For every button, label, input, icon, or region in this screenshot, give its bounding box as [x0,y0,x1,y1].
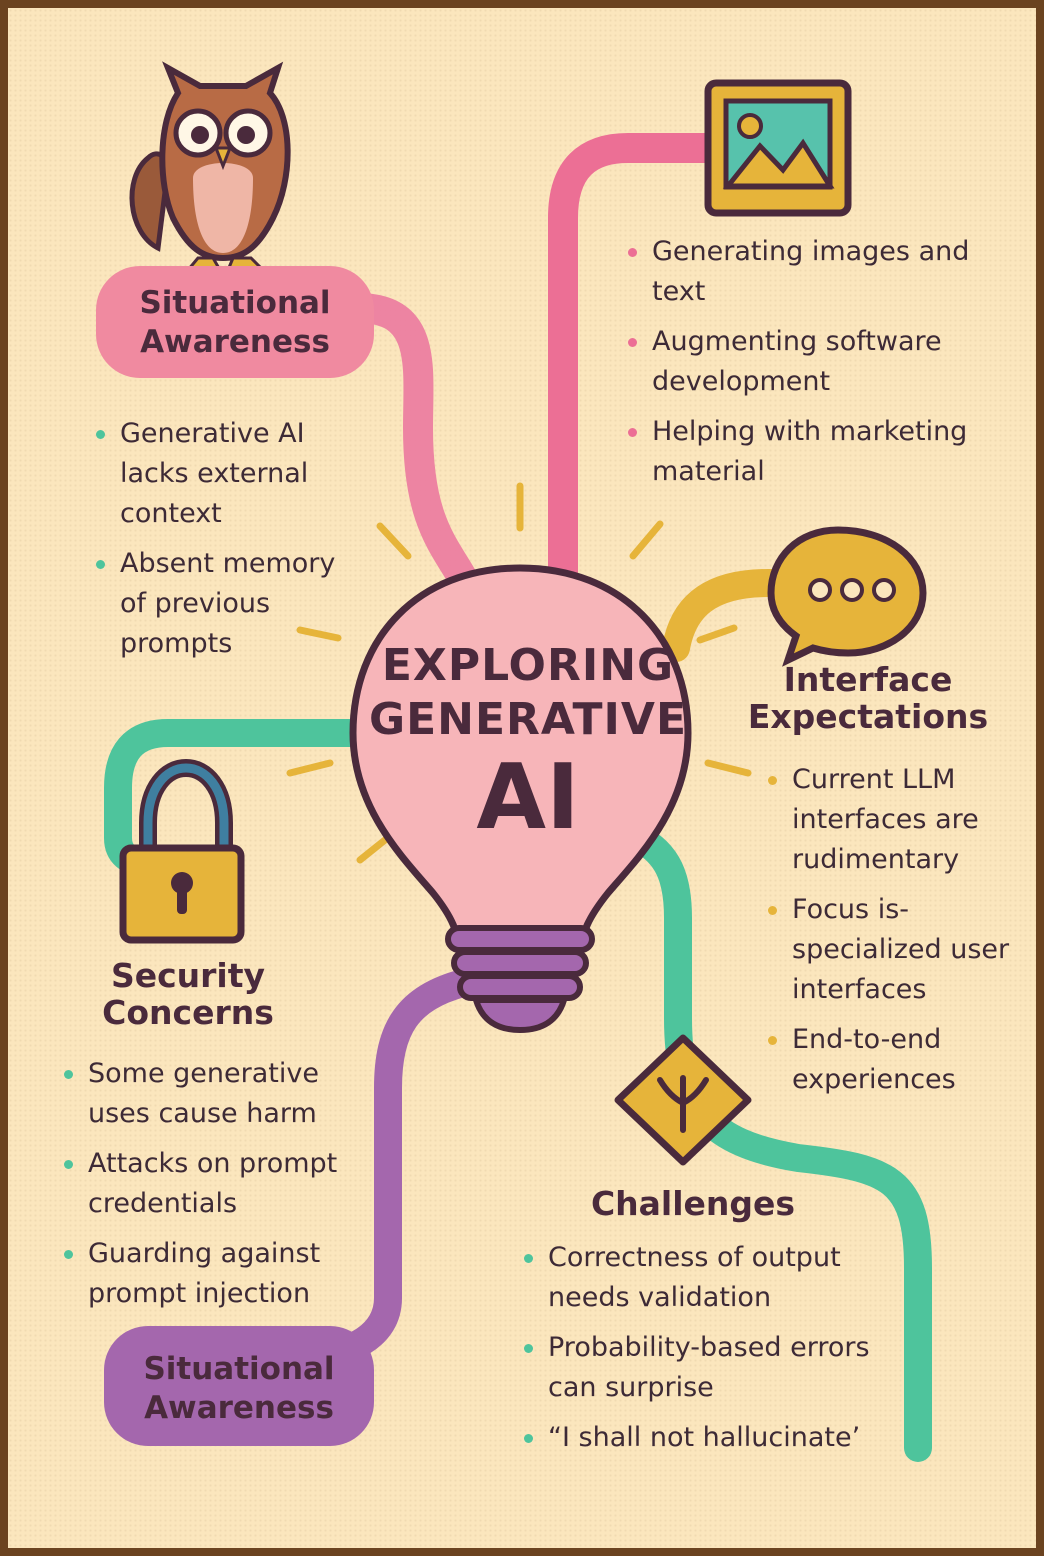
list-item: Absent memory of previous prompts [96,544,366,664]
image-icon [704,79,852,217]
pill-bottom-line-2: Awareness [144,1389,334,1426]
interface-heading-line-1: Interface [783,660,953,699]
title-line-1: EXPLORING [381,640,675,691]
padlock-icon [119,758,245,944]
list-item: Generating images and text [628,232,1008,312]
pill-top-line-1: Situational [139,285,331,321]
uses-list: Generating images and text Augmenting so… [628,232,1008,502]
list-item: Augmenting software development [628,322,1008,402]
connector-art [96,61,932,1462]
pill-bottom-line-1: Situational [143,1351,335,1387]
interface-expectations-list: Current LLM interfaces are rudimentary F… [768,760,1028,1110]
list-item: “I shall not hallucinate’ [524,1418,914,1458]
list-item: Attacks on prompt credentials [64,1144,384,1224]
list-item: Correctness of output needs validation [524,1238,914,1318]
situational-pill-bottom-label: Situational Awareness [104,1350,374,1428]
security-heading-line-2: Concerns [102,992,274,1032]
situational-pill-top [96,266,374,378]
pink-connector-right [548,133,743,593]
list-item: Focus is-specialized user interfaces [768,890,1028,1010]
list-item: Guarding against prompt injection [64,1234,384,1314]
title-line-3: AI [476,745,580,850]
owl-icon [129,61,291,272]
situational-pill-top-label: Situational Awareness [96,284,374,362]
pink-connector-left [343,293,483,603]
bulb-rays [286,482,752,864]
warning-sign-icon [614,1034,752,1166]
situational-pill-bottom [104,1326,374,1446]
speech-bubble-icon [767,526,927,667]
interface-expectations-heading: Interface Expectations [728,660,1008,736]
lightbulb-icon [349,564,692,1034]
security-concerns-list: Some generative uses cause harm Attacks … [64,1054,384,1324]
list-item: Generative AI lacks external context [96,414,366,534]
infographic-canvas: EXPLORING GENERATIVE AI Situational Awar… [8,8,1036,1548]
challenges-list: Correctness of output needs validation P… [524,1238,914,1468]
list-item: End-to-end experiences [768,1020,1028,1100]
interface-heading-line-2: Expectations [747,696,989,736]
list-item: Some generative uses cause harm [64,1054,384,1134]
title-line-2: GENERATIVE [368,694,688,745]
challenges-heading: Challenges [590,1184,796,1223]
security-concerns-heading: Security Concerns [68,956,308,1032]
security-heading-line-1: Security [110,956,266,995]
situational-awareness-list: Generative AI lacks external context Abs… [96,414,366,674]
pill-top-line-2: Awareness [140,323,330,360]
list-item: Probability-based errors can surprise [524,1328,914,1408]
gold-connector [662,569,812,662]
list-item: Current LLM interfaces are rudimentary [768,760,1028,880]
list-item: Helping with marketing material [628,412,1008,492]
